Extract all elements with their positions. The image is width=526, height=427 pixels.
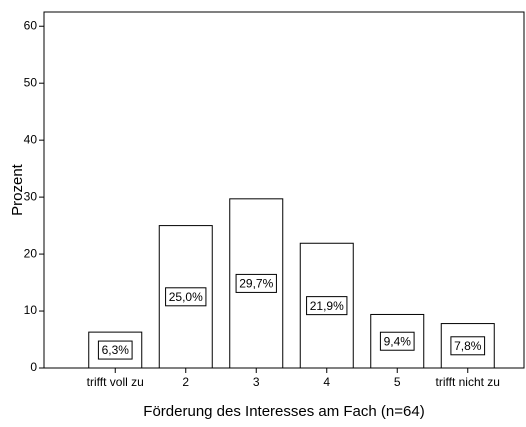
y-axis-title: Prozent [9, 163, 26, 216]
value-label: 6,3% [102, 343, 130, 357]
plot-frame [43, 11, 525, 369]
y-tick-label: 10 [24, 303, 38, 317]
x-tick-label: 4 [323, 375, 330, 389]
value-label: 29,7% [239, 277, 273, 291]
y-tick-label: 40 [24, 132, 38, 146]
value-label-box [306, 296, 348, 316]
x-tick-label: trifft nicht zu [436, 375, 500, 389]
x-tick-label: 2 [182, 375, 189, 389]
y-tick-label: 0 [30, 360, 37, 374]
value-label-box [450, 336, 486, 356]
value-label: 9,4% [384, 334, 412, 348]
value-label: 25,0% [169, 290, 203, 304]
x-tick-label: 3 [253, 375, 260, 389]
y-tick-label: 30 [24, 189, 38, 203]
x-tick-label: trifft voll zu [87, 375, 144, 389]
value-label: 7,8% [454, 339, 482, 353]
y-tick-label: 50 [24, 75, 38, 89]
y-tick-label: 60 [24, 18, 38, 32]
value-label-box [165, 287, 207, 307]
x-axis-title: Förderung des Interesses am Fach (n=64) [143, 403, 424, 420]
y-tick-label: 20 [24, 246, 38, 260]
value-label-box [97, 340, 133, 360]
value-label-box [379, 331, 415, 351]
value-label: 21,9% [310, 299, 344, 313]
value-label-box [235, 273, 277, 293]
x-tick-label: 5 [394, 375, 401, 389]
